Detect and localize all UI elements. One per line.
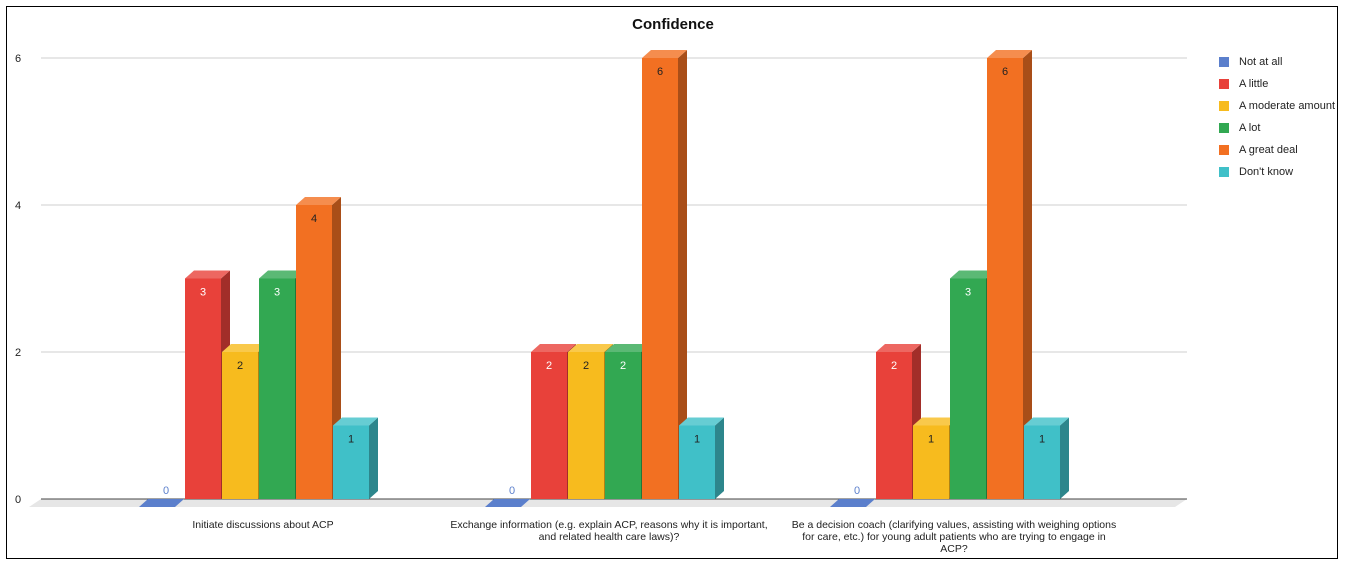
y-tick-label: 6 — [15, 53, 21, 65]
data-label: 1 — [348, 434, 354, 446]
bar — [642, 50, 687, 499]
legend-item: A great deal — [1219, 139, 1335, 161]
data-label: 2 — [583, 360, 589, 372]
bar — [333, 417, 378, 499]
data-label: 0 — [163, 485, 169, 497]
y-tick-label: 4 — [15, 200, 21, 212]
bar-front — [139, 499, 184, 507]
bar-top — [568, 344, 613, 352]
data-label: 1 — [928, 434, 934, 446]
legend-swatch — [1219, 79, 1229, 89]
bar-front — [185, 278, 221, 499]
bar-top — [333, 417, 378, 426]
legend-label: A moderate amount — [1239, 100, 1336, 112]
data-label: 2 — [891, 360, 897, 372]
bar — [485, 499, 530, 507]
x-category-label: Be a decision coach (clarifying values, … — [792, 519, 1117, 531]
plot-area: 0 2 4 6 0 3 2 3 4 1 Initiate discussions about ACP… — [15, 50, 1187, 555]
bar-top — [679, 417, 724, 426]
bar-front — [987, 58, 1023, 499]
bar-front — [296, 205, 332, 499]
data-label: 3 — [200, 287, 206, 299]
bar-top — [296, 197, 341, 205]
bar-front — [679, 425, 715, 499]
x-category-label: ACP? — [940, 543, 968, 555]
bar-side — [369, 417, 378, 499]
legend-swatch — [1219, 57, 1229, 67]
legend-label: A lot — [1239, 122, 1261, 134]
bar-top — [222, 344, 267, 352]
legend-item: Don't know — [1219, 161, 1335, 183]
x-category-label: and related health care laws)? — [539, 531, 680, 543]
legend-item: A lot — [1219, 117, 1335, 139]
data-label: 0 — [509, 485, 515, 497]
data-label: 1 — [694, 434, 700, 446]
bar — [139, 499, 184, 507]
data-label: 3 — [965, 287, 971, 299]
x-category-label: Exchange information (e.g. explain ACP, … — [450, 519, 767, 531]
data-label: 2 — [546, 360, 552, 372]
chart-frame: Confidence 0 2 4 6 0 3 2 3 4 1 Initiate discussion… — [6, 6, 1338, 559]
bar-front — [531, 352, 567, 499]
bar-top — [605, 344, 650, 352]
bar-side — [715, 417, 724, 499]
data-label: 6 — [1002, 66, 1008, 78]
bar-front — [333, 425, 369, 499]
legend-swatch — [1219, 145, 1229, 155]
x-category-label: Initiate discussions about ACP — [192, 519, 333, 531]
bar-front — [259, 278, 295, 499]
bar-front — [568, 352, 604, 499]
bar-top — [259, 270, 304, 279]
x-category-label: for care, etc.) for young adult patients… — [802, 531, 1106, 543]
bar — [987, 50, 1032, 499]
bar-side — [1023, 50, 1032, 499]
bar-top — [642, 50, 687, 58]
legend-label: A little — [1239, 78, 1269, 90]
data-label: 1 — [1039, 434, 1045, 446]
bar — [679, 417, 724, 499]
bar-top — [987, 50, 1032, 58]
bar-top — [950, 270, 995, 279]
bar-front — [913, 425, 949, 499]
bar-front — [830, 499, 875, 507]
legend: Not at all A little A moderate amount A lot… — [1219, 51, 1335, 183]
data-label: 3 — [274, 287, 280, 299]
bar-top — [876, 344, 921, 352]
y-tick-label: 2 — [15, 347, 21, 359]
legend-swatch — [1219, 167, 1229, 177]
legend-label: A great deal — [1239, 144, 1298, 156]
bar-front — [1024, 425, 1060, 499]
bar-top — [913, 417, 958, 426]
data-label: 0 — [854, 485, 860, 497]
y-tick-label: 0 — [15, 494, 21, 506]
bar — [1024, 417, 1069, 499]
bar — [830, 499, 875, 507]
bar-top — [1024, 417, 1069, 426]
legend-item: A little — [1219, 73, 1335, 95]
legend-label: Don't know — [1239, 166, 1294, 178]
bar-front — [222, 352, 258, 499]
legend-swatch — [1219, 101, 1229, 111]
legend-item: Not at all — [1219, 51, 1335, 73]
bar-side — [678, 50, 687, 499]
bar-top — [185, 270, 230, 279]
bar-front — [642, 58, 678, 499]
legend-swatch — [1219, 123, 1229, 133]
data-label: 6 — [657, 66, 663, 78]
data-label: 4 — [311, 213, 317, 225]
floor-plane — [29, 499, 1187, 507]
bar-side — [1060, 417, 1069, 499]
legend-label: Not at all — [1239, 56, 1283, 68]
bar-top — [531, 344, 576, 352]
data-label: 2 — [620, 360, 626, 372]
legend-item: A moderate amount — [1219, 95, 1335, 117]
bar-front — [485, 499, 530, 507]
bar — [296, 197, 341, 499]
bar-front — [605, 352, 641, 499]
data-label: 2 — [237, 360, 243, 372]
chart-title: Confidence — [632, 16, 714, 33]
bar-front — [876, 352, 912, 499]
bar-front — [950, 278, 986, 499]
